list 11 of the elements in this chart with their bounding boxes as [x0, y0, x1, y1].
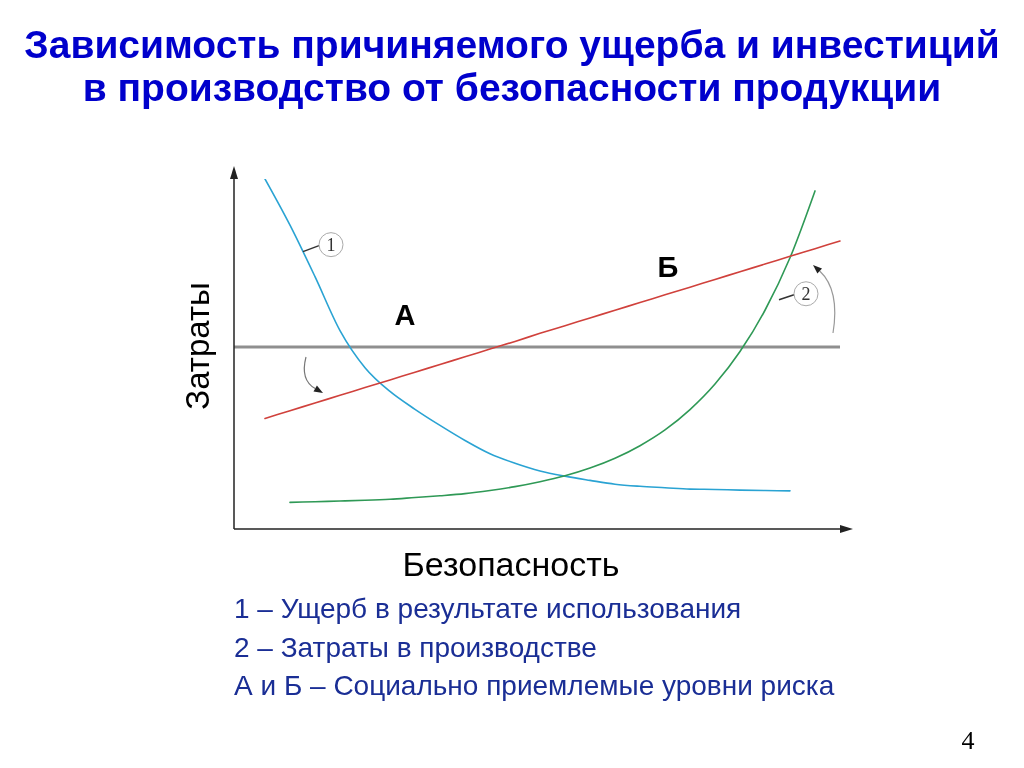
text: А и Б – Социально приемлемые уровни риска	[234, 670, 835, 702]
text: 2 – Затраты в производстве	[234, 631, 597, 664]
y-axis-title: Затраты	[179, 282, 217, 410]
ref-line-label: А	[394, 299, 416, 331]
text: 1 – Ущерб в результате использования	[234, 593, 742, 625]
series-label: 1	[326, 234, 336, 255]
x-axis-title: Безопасность	[402, 544, 620, 584]
chart-title: Зависимость причиняемого ущерба и инвестиций в производство от безопасности продукции	[23, 23, 1001, 109]
series-label: 2	[801, 283, 811, 304]
text: 4	[961, 726, 975, 756]
series-label: Б	[657, 250, 679, 283]
